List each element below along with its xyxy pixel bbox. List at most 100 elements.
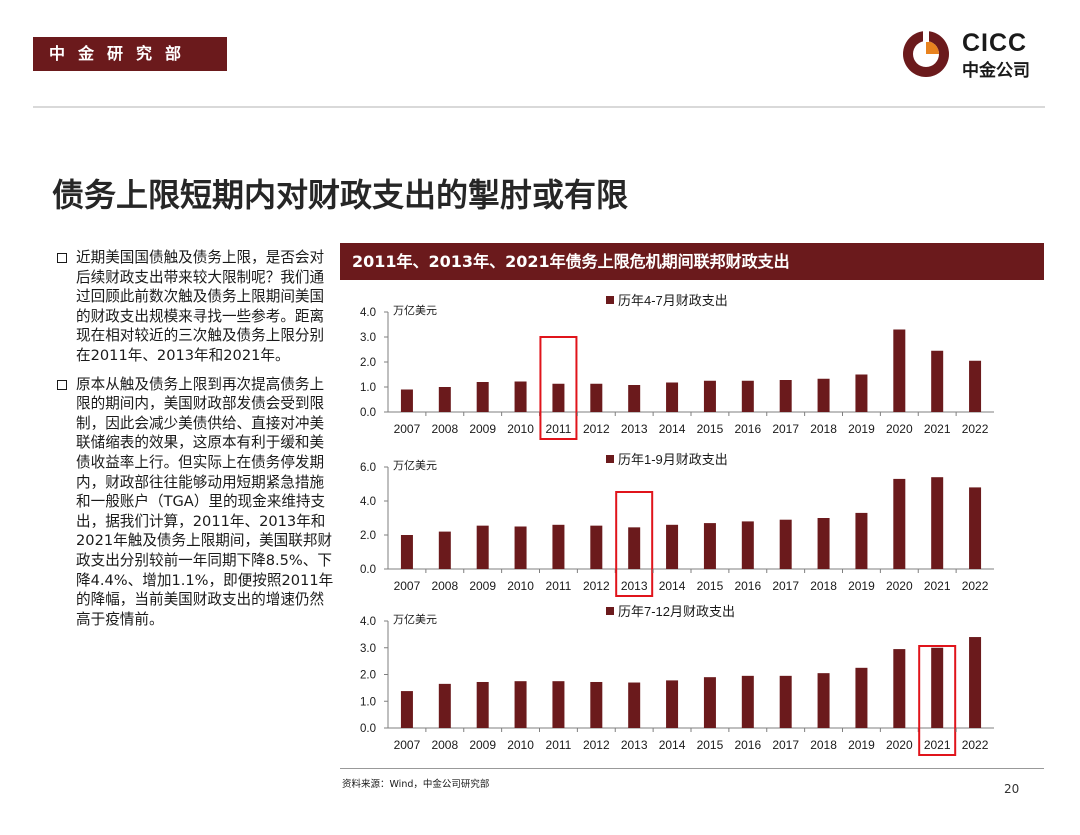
bar xyxy=(703,677,716,728)
bar xyxy=(817,378,830,412)
bar xyxy=(817,673,830,728)
x-tick-label: 2010 xyxy=(507,579,534,593)
bullet-item: 近期美国国债触及债务上限，是否会对后续财政支出带来较大限制呢？我们通过回顾此前数… xyxy=(57,248,337,366)
bar xyxy=(855,374,868,412)
y-tick-label: 0.0 xyxy=(360,723,376,735)
legend-swatch xyxy=(606,455,614,463)
department-tag: 中金研究部 xyxy=(33,37,227,71)
source-note: 资料来源：Wind，中金公司研究部 xyxy=(342,779,490,790)
x-tick-label: 2020 xyxy=(886,738,913,752)
bar xyxy=(438,387,451,412)
bar xyxy=(438,683,451,728)
bar xyxy=(628,527,641,569)
header-divider xyxy=(33,106,1045,108)
chart-panel-title: 2011年、2013年、2021年债务上限危机期间联邦财政支出 xyxy=(340,243,1044,280)
x-tick-label: 2009 xyxy=(469,738,496,752)
bar xyxy=(552,681,565,728)
unit-label: 万亿美元 xyxy=(393,459,437,472)
bar xyxy=(628,682,641,728)
x-tick-label: 2010 xyxy=(507,422,534,436)
x-tick-label: 2010 xyxy=(507,738,534,752)
x-tick-label: 2016 xyxy=(734,422,761,436)
x-tick-label: 2019 xyxy=(848,422,875,436)
bar xyxy=(590,383,603,412)
highlight-box xyxy=(539,336,578,440)
bar xyxy=(514,681,527,728)
legend-swatch xyxy=(606,296,614,304)
source-divider xyxy=(340,768,1044,769)
x-tick-label: 2011 xyxy=(546,738,572,752)
bar xyxy=(703,380,716,412)
x-tick-label: 2021 xyxy=(924,422,951,436)
bar-chart-2: 0.0 2.0 4.0 6.0 万亿美元 历年1-9月财政支出 2007 2008 2009 20… xyxy=(360,452,994,597)
x-tick-label: 2020 xyxy=(886,422,913,436)
bar xyxy=(741,521,754,569)
highlight-box xyxy=(918,645,957,756)
bullet-item: 原本从触及债务上限到再次提高债务上限的期间内，美国财政部发债会受到限制，因此会减… xyxy=(57,375,337,630)
bar xyxy=(817,518,830,569)
legend-label: 历年7-12月财政支出 xyxy=(618,604,735,619)
x-tick-label: 2017 xyxy=(772,738,799,752)
bar xyxy=(552,383,565,412)
x-tick-label: 2007 xyxy=(394,422,421,436)
bar xyxy=(779,519,792,569)
page-number: 20 xyxy=(1004,782,1020,796)
bar xyxy=(590,525,603,569)
cicc-logo-icon xyxy=(903,30,949,77)
x-tick-label: 2014 xyxy=(659,422,686,436)
bar xyxy=(400,535,413,569)
bar xyxy=(666,524,679,569)
bar xyxy=(438,531,451,569)
x-tick-label: 2012 xyxy=(583,579,610,593)
bullet-text: 近期美国国债触及债务上限，是否会对后续财政支出带来较大限制呢？我们通过回顾此前数… xyxy=(76,249,325,364)
bar-chart-3: 0.0 1.0 2.0 3.0 4.0 万亿美元 历年7-12月财政支出 2007 2008 20… xyxy=(360,604,994,756)
x-tick-label: 2008 xyxy=(431,579,458,593)
bar xyxy=(893,329,906,412)
bullet-square-icon xyxy=(57,253,67,263)
y-tick-label: 4.0 xyxy=(360,616,376,628)
bar xyxy=(969,637,982,728)
x-tick-label: 2021 xyxy=(924,579,951,593)
x-tick-label: 2012 xyxy=(583,738,610,752)
bar xyxy=(741,380,754,412)
bar xyxy=(552,524,565,569)
bar xyxy=(476,382,489,412)
x-tick-label: 2017 xyxy=(772,579,799,593)
bar xyxy=(400,389,413,412)
bullet-text: 原本从触及债务上限到再次提高债务上限的期间内，美国财政部发债会受到限制，因此会减… xyxy=(76,375,334,628)
x-tick-label: 2009 xyxy=(469,422,496,436)
y-tick-label: 3.0 xyxy=(360,332,376,344)
bar xyxy=(476,525,489,569)
logo-text-en: CICC xyxy=(962,29,1028,57)
bar xyxy=(703,523,716,569)
x-tick-label: 2017 xyxy=(772,422,799,436)
x-tick-label: 2013 xyxy=(621,738,648,752)
legend-swatch xyxy=(606,607,614,615)
y-tick-label: 0.0 xyxy=(360,407,376,419)
unit-label: 万亿美元 xyxy=(393,304,437,317)
bar xyxy=(666,382,679,412)
x-tick-label: 2007 xyxy=(394,738,421,752)
x-tick-label: 2011 xyxy=(546,579,572,593)
y-tick-label: 4.0 xyxy=(360,496,376,508)
bar xyxy=(969,360,982,412)
bar xyxy=(741,675,754,728)
bar xyxy=(855,512,868,569)
x-tick-label: 2020 xyxy=(886,579,913,593)
charts-panel: 0.0 1.0 2.0 3.0 4.0 万亿美元 历年4-7月财政支出 2007 2008 200… xyxy=(360,293,994,756)
x-tick-label: 2015 xyxy=(697,579,724,593)
bar xyxy=(514,526,527,569)
x-tick-label: 2012 xyxy=(583,422,610,436)
bar xyxy=(590,681,603,728)
x-tick-label: 2016 xyxy=(734,738,761,752)
x-tick-label: 2014 xyxy=(659,579,686,593)
bullet-square-icon xyxy=(57,379,67,390)
highlight-box xyxy=(615,491,654,597)
legend-label: 历年4-7月财政支出 xyxy=(618,293,728,308)
x-tick-label: 2014 xyxy=(659,738,686,752)
x-tick-label: 2018 xyxy=(810,579,837,593)
x-tick-label: 2013 xyxy=(621,422,648,436)
cicc-logo: CICC 中金公司 xyxy=(902,26,1052,82)
x-tick-label: 2007 xyxy=(394,579,421,593)
x-tick-label: 2008 xyxy=(431,422,458,436)
